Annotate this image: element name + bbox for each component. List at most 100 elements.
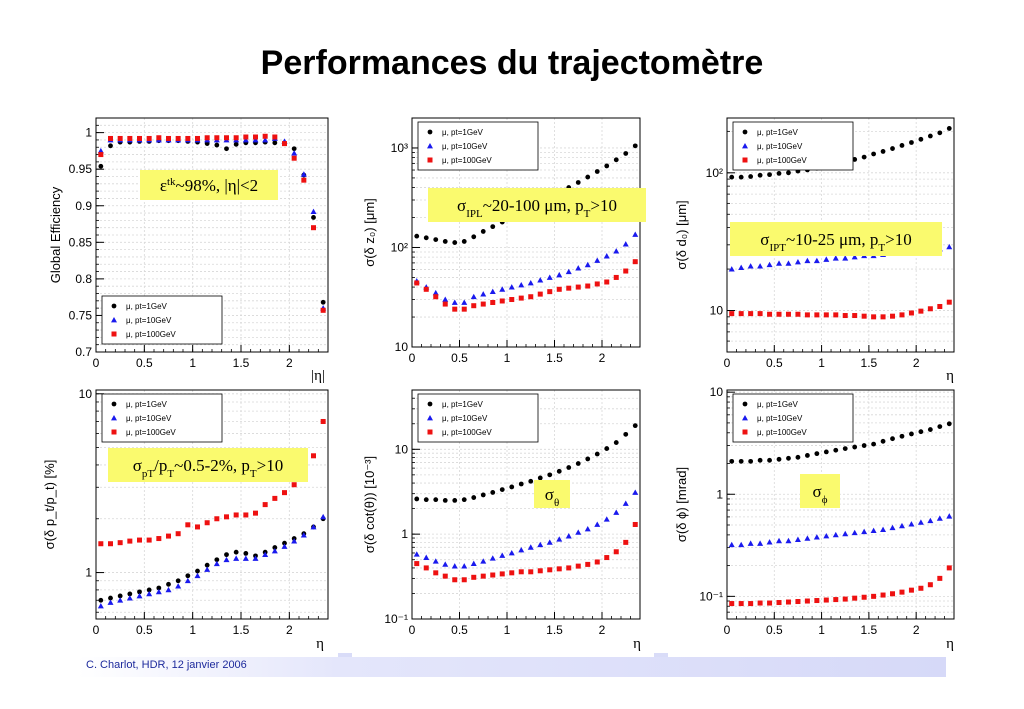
data-point: [786, 455, 791, 461]
data-point: [126, 595, 133, 601]
data-point: [927, 306, 933, 312]
data-point: [871, 441, 877, 447]
data-point: [861, 528, 868, 535]
callout-box: [428, 188, 646, 222]
data-point: [804, 598, 810, 604]
data-point: [946, 565, 952, 571]
data-point: [757, 600, 763, 606]
data-point: [613, 440, 619, 445]
data-point: [262, 551, 269, 558]
data-point: [832, 531, 839, 538]
legend: μ, pt=1GeV μ, pt=10GeV μ, pt=100GeV: [101, 393, 223, 443]
data-point: [728, 266, 735, 272]
data-point: [461, 239, 467, 244]
data-point: [175, 531, 181, 537]
data-point: [594, 257, 601, 263]
data-point: [461, 563, 468, 569]
x-tick-label: 1.5: [546, 351, 563, 365]
legend-label: μ, pt=100GeV: [126, 428, 176, 437]
x-axis-label: η: [316, 636, 324, 652]
legend-marker: [427, 401, 433, 407]
data-point: [632, 259, 638, 265]
data-point: [565, 533, 572, 539]
x-tick-label: 1: [818, 356, 825, 370]
data-point: [537, 291, 543, 297]
data-point: [748, 174, 754, 179]
data-point: [204, 520, 210, 526]
data-point: [204, 141, 210, 146]
data-point: [889, 524, 896, 531]
x-tick-label: 2: [913, 356, 920, 370]
x-tick-label: 0: [724, 623, 731, 637]
data-point: [291, 155, 297, 161]
legend-marker: [742, 429, 748, 435]
y-tick-label: 10: [710, 385, 724, 399]
data-point: [738, 541, 745, 548]
legend-marker: [427, 157, 433, 163]
data-point: [461, 299, 468, 305]
callout: σϕ: [800, 474, 840, 508]
callout-text: εtk~98%, |η|<2: [160, 176, 258, 195]
data-point: [300, 171, 307, 177]
data-point: [909, 431, 914, 437]
callout-text: σIPL~20-100 μm, pT>10: [457, 196, 617, 220]
y-tick-label: 1: [85, 126, 92, 140]
data-point: [908, 521, 915, 527]
data-point: [794, 536, 801, 542]
data-point: [489, 288, 496, 295]
data-point: [490, 572, 496, 578]
data-point: [804, 535, 811, 541]
data-point: [252, 136, 259, 143]
data-point: [433, 497, 439, 503]
data-point: [490, 224, 496, 230]
data-point: [927, 517, 934, 524]
x-tick-label: 1.5: [233, 623, 250, 637]
series-3: [729, 299, 952, 320]
y-tick-label: 0.85: [69, 235, 93, 249]
data-point: [452, 577, 458, 583]
x-tick-label: 2: [599, 351, 606, 365]
data-point: [480, 573, 486, 579]
data-point: [937, 575, 943, 581]
callout-box: [140, 170, 278, 200]
legend-box: [417, 393, 539, 443]
series-3: [414, 521, 638, 583]
data-point: [117, 135, 123, 141]
data-point: [272, 545, 278, 550]
data-point: [137, 589, 142, 595]
data-point: [282, 540, 287, 546]
data-point: [185, 522, 191, 528]
data-point: [499, 298, 505, 304]
data-point: [98, 541, 104, 547]
data-point: [461, 497, 467, 503]
x-tick-label: 0.5: [766, 356, 783, 370]
x-tick-label: 0: [409, 351, 416, 365]
legend-marker: [111, 415, 117, 421]
data-point: [461, 306, 467, 312]
callout-text: σϕ: [813, 482, 828, 506]
data-point: [795, 599, 801, 605]
data-point: [166, 581, 171, 587]
legend-label: μ, pt=10GeV: [126, 414, 172, 423]
data-point: [423, 497, 429, 503]
data-point: [518, 281, 525, 288]
data-point: [757, 263, 764, 269]
data-point: [242, 555, 249, 561]
chart-dcot: 0 0.5 1 1.5 2 10⁻¹ 1 10 σ(δ cot(θ)) [10⁻³] η μ, pt…: [362, 389, 641, 652]
data-point: [471, 574, 477, 580]
x-tick-label: 1.5: [861, 623, 878, 637]
data-point: [291, 538, 298, 544]
data-point: [766, 539, 773, 545]
data-point: [786, 170, 791, 176]
data-point: [547, 567, 553, 573]
data-point: [98, 152, 104, 158]
data-point: [499, 487, 505, 493]
data-point: [814, 312, 820, 318]
y-axis-label: σ(δ ϕ) [mrad]: [674, 467, 689, 542]
data-point: [594, 559, 600, 565]
x-axis-label: η: [946, 636, 954, 652]
series-3: [98, 418, 326, 547]
data-point: [272, 140, 278, 146]
